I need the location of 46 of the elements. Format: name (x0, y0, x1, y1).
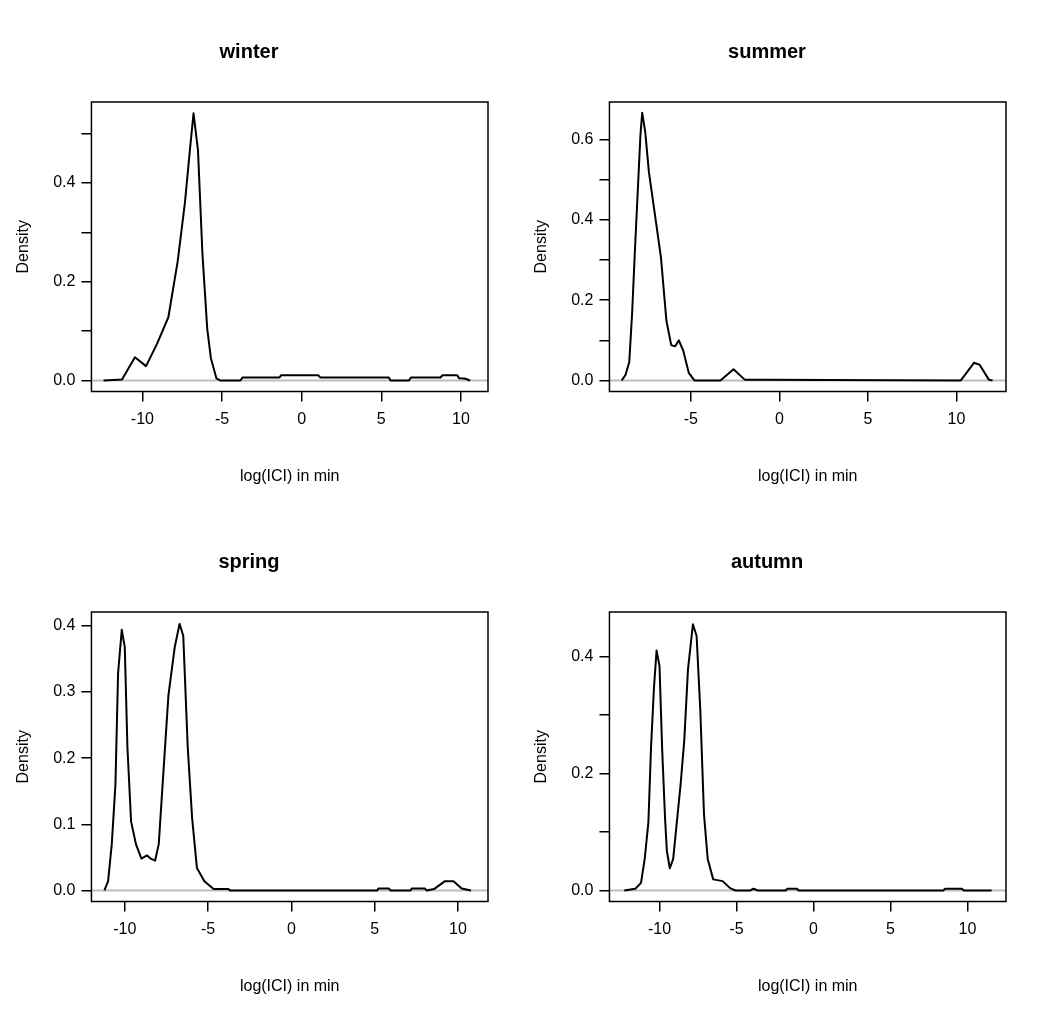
x-axis-title: log(ICI) in min (239, 976, 340, 994)
y-tick-label: 0.0 (571, 880, 594, 898)
y-axis-title: Density (532, 730, 550, 784)
chart-title: spring (218, 549, 280, 572)
x-tick-label: 0 (774, 409, 784, 427)
y-axis-title: Density (14, 730, 32, 784)
x-tick-label: -5 (200, 919, 216, 937)
y-tick-label: 0.0 (53, 370, 76, 388)
y-tick-label: 0.2 (571, 290, 594, 308)
x-tick-label: 5 (370, 919, 380, 937)
y-axis-title: Density (532, 220, 550, 274)
x-tick-label: -5 (214, 409, 230, 427)
y-tick-label: 0.4 (571, 210, 594, 228)
y-tick-label: 0.2 (53, 272, 76, 290)
x-axis-title: log(ICI) in min (757, 976, 858, 994)
y-tick-label: 0.4 (53, 616, 76, 634)
x-tick-label: 0 (809, 919, 819, 937)
x-tick-label: 10 (947, 409, 966, 427)
y-tick-label: 0.4 (53, 173, 76, 191)
y-axis-title: Density (14, 220, 32, 274)
y-tick-label: 0.2 (53, 748, 76, 766)
x-tick-label: -5 (683, 409, 699, 427)
chart-title: summer (728, 39, 807, 62)
x-tick-label: -10 (647, 919, 672, 937)
y-tick-label: 0.1 (53, 814, 76, 832)
y-tick-label: 0.4 (571, 646, 594, 664)
x-tick-label: 5 (863, 409, 873, 427)
x-tick-label: -5 (729, 919, 744, 937)
y-tick-label: 0.2 (571, 763, 594, 781)
chart-title: autumn (730, 549, 804, 572)
x-tick-label: 10 (452, 409, 470, 427)
x-tick-label: 0 (297, 409, 307, 427)
x-tick-label: 5 (376, 409, 386, 427)
x-tick-label: 10 (958, 919, 977, 937)
chart-title: winter (218, 39, 279, 62)
y-tick-label: 0.3 (53, 682, 76, 700)
y-tick-label: 0.0 (571, 370, 594, 388)
x-axis-title: log(ICI) in min (757, 466, 858, 484)
x-tick-label: -10 (130, 409, 155, 427)
x-tick-label: -10 (113, 919, 137, 937)
x-tick-label: 10 (449, 919, 468, 937)
x-tick-label: 5 (886, 919, 896, 937)
x-tick-label: 0 (286, 919, 296, 937)
x-axis-title: log(ICI) in min (239, 466, 340, 484)
y-tick-label: 0.6 (571, 130, 594, 148)
y-tick-label: 0.0 (53, 880, 76, 898)
